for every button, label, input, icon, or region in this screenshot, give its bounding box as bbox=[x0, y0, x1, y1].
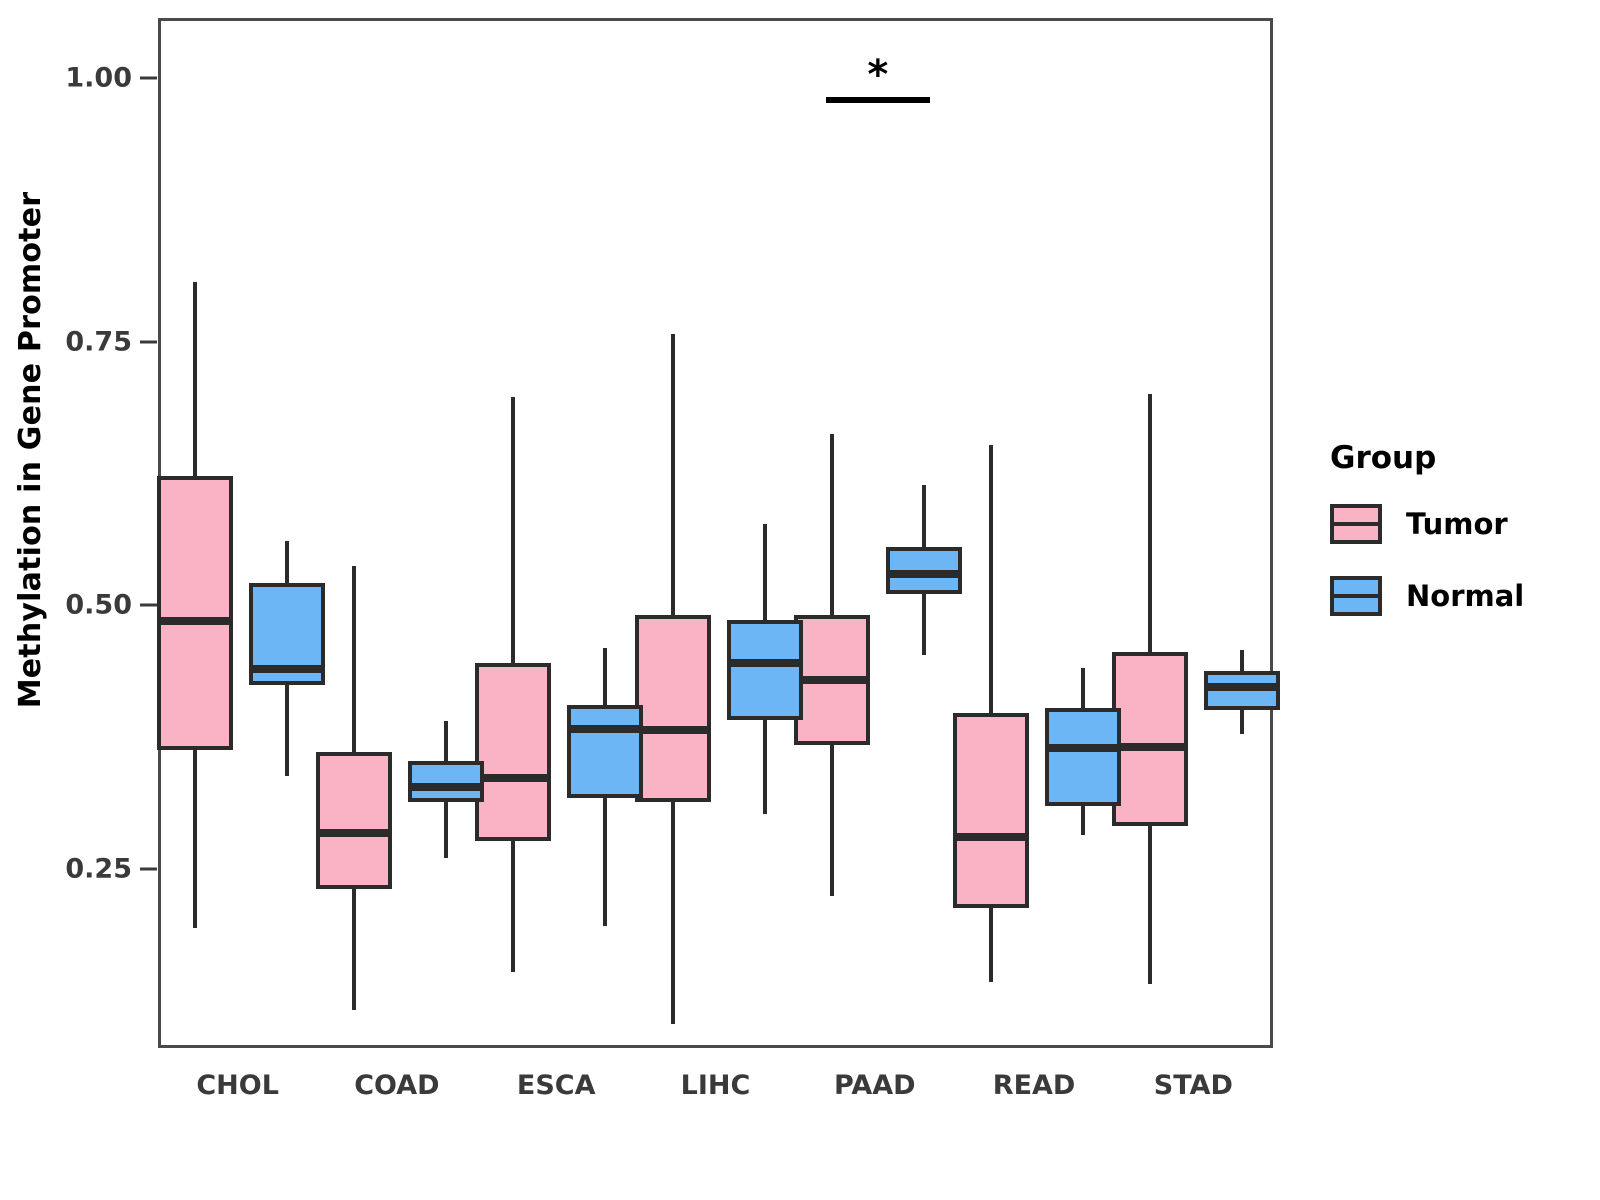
whisker-upper bbox=[1240, 650, 1245, 672]
whisker-upper bbox=[762, 523, 767, 620]
legend-key-normal[interactable] bbox=[1330, 576, 1382, 616]
whisker-lower bbox=[1081, 806, 1086, 835]
legend-key-median-line bbox=[1334, 594, 1378, 598]
x-tick-label-esca: ESCA bbox=[516, 1070, 596, 1101]
box-iqr[interactable] bbox=[407, 760, 484, 802]
boxplot-group-coad-tumor[interactable] bbox=[161, 21, 1270, 1045]
boxplot-group-lihc-normal[interactable] bbox=[161, 21, 1270, 1045]
whisker-upper bbox=[829, 434, 834, 616]
whisker-upper bbox=[670, 333, 675, 616]
boxplot-group-paad-normal[interactable] bbox=[161, 21, 1270, 1045]
whisker-lower bbox=[1148, 826, 1153, 985]
whisker-lower bbox=[443, 801, 448, 858]
whisker-lower bbox=[192, 750, 197, 929]
boxplot-group-esca-tumor[interactable] bbox=[161, 21, 1270, 1045]
x-tick-label-chol: CHOL bbox=[196, 1070, 279, 1101]
median-line bbox=[407, 783, 484, 792]
whisker-upper bbox=[1148, 394, 1153, 653]
boxplot-group-read-tumor[interactable] bbox=[161, 21, 1270, 1045]
median-line bbox=[1045, 744, 1122, 753]
y-tick-label: 1.00 bbox=[65, 62, 132, 94]
boxplot-group-chol-normal[interactable] bbox=[161, 21, 1270, 1045]
y-tick-mark bbox=[140, 76, 157, 80]
whisker-lower bbox=[921, 594, 926, 656]
median-line bbox=[885, 570, 962, 579]
whisker-upper bbox=[921, 484, 926, 547]
median-line bbox=[315, 828, 392, 837]
whisker-lower bbox=[762, 719, 767, 814]
whisker-lower bbox=[511, 840, 516, 972]
x-tick-label-lihc: LIHC bbox=[680, 1070, 751, 1101]
y-tick-mark bbox=[140, 603, 157, 607]
legend-key-tumor[interactable] bbox=[1330, 504, 1382, 544]
x-tick-label-coad: COAD bbox=[354, 1070, 440, 1101]
y-axis-title: Methylation in Gene Promoter bbox=[12, 191, 48, 709]
median-line bbox=[1204, 683, 1281, 692]
legend-title: Group bbox=[1330, 440, 1437, 476]
median-line bbox=[475, 773, 552, 782]
boxplot-group-chol-tumor[interactable] bbox=[156, 21, 1270, 1045]
median-line bbox=[634, 726, 711, 735]
box-iqr[interactable] bbox=[567, 704, 644, 798]
significance-star: * bbox=[867, 51, 889, 98]
legend-label-normal: Normal bbox=[1406, 579, 1525, 613]
whisker-lower bbox=[670, 801, 675, 1025]
y-tick-mark bbox=[140, 340, 157, 343]
median-line bbox=[156, 616, 233, 625]
box-iqr[interactable] bbox=[475, 662, 552, 841]
y-tick-mark bbox=[140, 867, 157, 870]
boxplot-group-stad-normal[interactable] bbox=[161, 21, 1281, 1045]
median-line bbox=[953, 832, 1030, 841]
significance-bar bbox=[825, 96, 930, 103]
x-tick-label-read: READ bbox=[992, 1070, 1076, 1101]
box-iqr[interactable] bbox=[634, 615, 711, 802]
whisker-lower bbox=[1240, 710, 1245, 735]
x-tick-label-paad: PAAD bbox=[834, 1070, 916, 1101]
y-tick-label: 0.75 bbox=[65, 326, 132, 357]
plot-panel: * bbox=[156, 18, 1281, 1048]
median-line bbox=[726, 658, 803, 667]
median-line bbox=[567, 725, 644, 734]
whisker-lower bbox=[603, 797, 608, 927]
whisker-lower bbox=[989, 908, 994, 983]
box-iqr[interactable] bbox=[953, 713, 1030, 909]
box-iqr[interactable] bbox=[1112, 652, 1189, 827]
whisker-upper bbox=[192, 282, 197, 477]
whisker-upper bbox=[351, 565, 356, 753]
legend-key-median-line bbox=[1334, 522, 1378, 526]
median-line bbox=[1112, 743, 1189, 752]
boxplot-group-lihc-tumor[interactable] bbox=[161, 21, 1270, 1045]
legend-label-tumor: Tumor bbox=[1406, 507, 1508, 541]
whisker-upper bbox=[443, 720, 448, 761]
box-iqr[interactable] bbox=[156, 476, 233, 751]
whisker-lower bbox=[829, 745, 834, 896]
median-line bbox=[793, 675, 870, 684]
y-tick-label: 0.25 bbox=[65, 853, 132, 884]
box-iqr[interactable] bbox=[726, 619, 803, 720]
whisker-lower bbox=[284, 684, 289, 776]
y-tick-label: 0.50 bbox=[65, 589, 132, 621]
whisker-upper bbox=[1081, 668, 1086, 709]
box-iqr[interactable] bbox=[1045, 708, 1122, 807]
median-line bbox=[248, 665, 325, 674]
boxplot-group-esca-normal[interactable] bbox=[161, 21, 1270, 1045]
x-tick-label-stad: STAD bbox=[1153, 1070, 1233, 1101]
boxplot-group-read-normal[interactable] bbox=[161, 21, 1270, 1045]
whisker-upper bbox=[284, 540, 289, 583]
whisker-upper bbox=[511, 397, 516, 663]
boxplot-group-coad-normal[interactable] bbox=[161, 21, 1270, 1045]
boxplot-group-stad-tumor[interactable] bbox=[161, 21, 1270, 1045]
whisker-upper bbox=[603, 648, 608, 705]
box-iqr[interactable] bbox=[315, 752, 392, 890]
whisker-lower bbox=[351, 889, 356, 1010]
whisker-upper bbox=[989, 444, 994, 714]
